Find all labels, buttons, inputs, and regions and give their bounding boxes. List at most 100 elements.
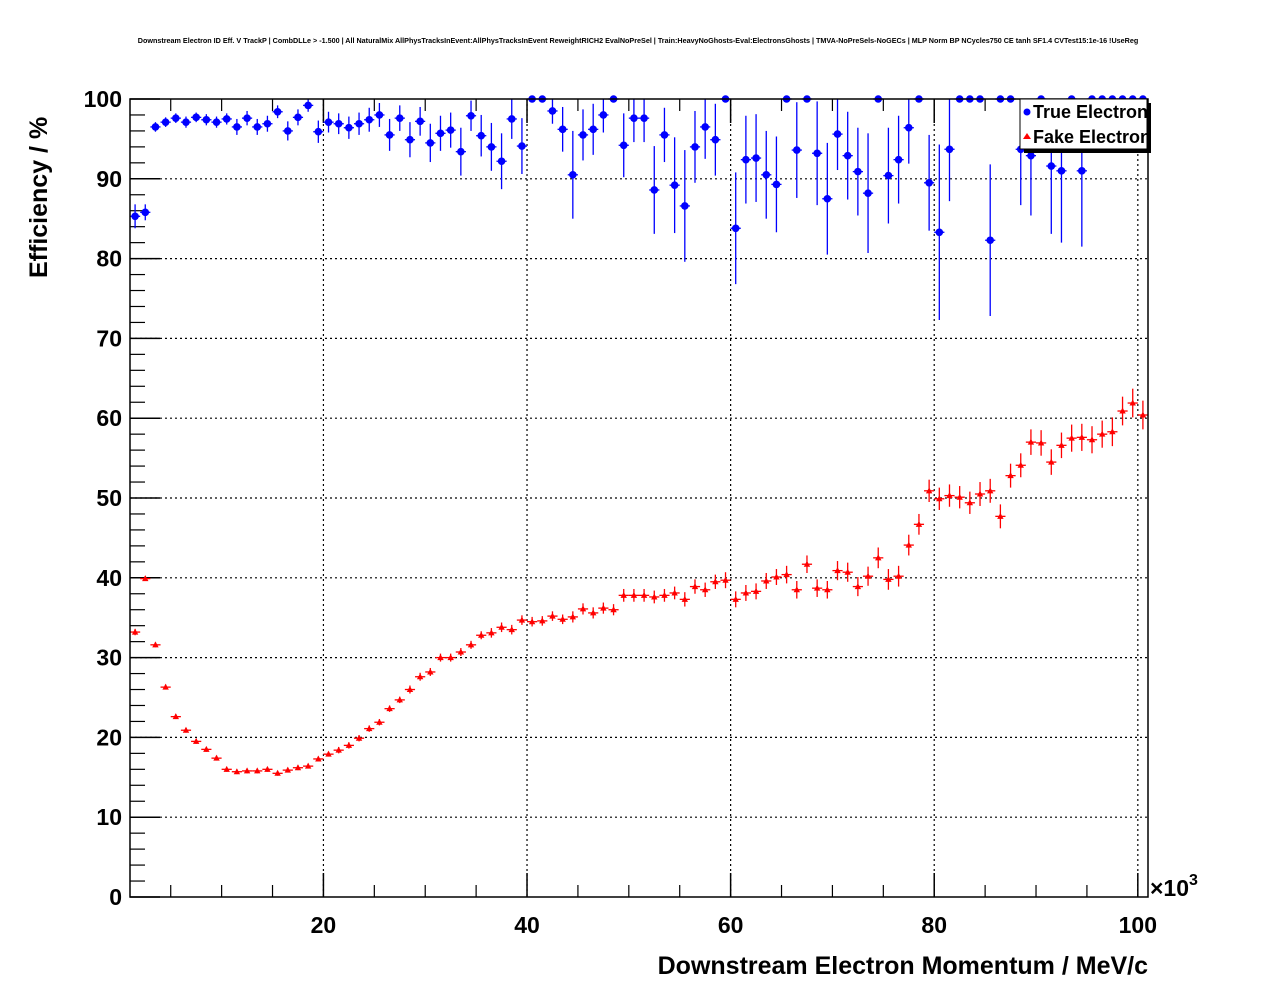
data-point (233, 768, 241, 775)
data-point (142, 575, 149, 582)
x-tick-label: 40 (514, 912, 540, 938)
data-point (1048, 458, 1055, 465)
data-point (161, 118, 170, 126)
data-point (742, 155, 750, 164)
data-point (508, 626, 515, 633)
x-tick-labels: 20 40 60 80 100 (311, 912, 1157, 938)
data-point (763, 577, 770, 584)
data-point (823, 194, 832, 203)
data-point (131, 212, 139, 221)
data-point (223, 765, 230, 772)
data-point (752, 154, 760, 162)
data-point (813, 149, 821, 158)
data-point (997, 512, 1004, 519)
data-point (650, 186, 659, 194)
data-point (355, 734, 363, 741)
legend-label-fake-electron: Fake Electron (1033, 127, 1151, 147)
y-tick-label: 30 (96, 645, 122, 671)
data-point (681, 595, 689, 602)
data-point (355, 119, 363, 128)
data-point (651, 593, 658, 600)
x-axis-title: Downstream Electron Momentum / MeV/c (658, 952, 1148, 980)
series-true-electron (130, 95, 1148, 321)
data-point (671, 589, 678, 596)
data-point (152, 641, 159, 648)
data-point (864, 189, 872, 197)
data-point (843, 151, 852, 160)
data-point (294, 113, 302, 122)
data-point (691, 583, 699, 590)
y-tick-label: 60 (96, 405, 122, 431)
y-axis-title: Efficiency / % (25, 117, 53, 278)
data-point (366, 725, 373, 732)
x-multiplier-base: ×10 (1150, 875, 1189, 901)
x-tick-label: 20 (311, 912, 337, 938)
data-point (834, 567, 841, 574)
data-point (1027, 438, 1035, 445)
data-point (284, 766, 291, 773)
data-point (854, 583, 862, 590)
data-point (325, 750, 332, 757)
data-point (620, 591, 627, 598)
data-point (192, 113, 200, 122)
data-point (386, 705, 393, 712)
data-point (864, 572, 872, 579)
data-point (264, 765, 271, 772)
data-point (1068, 434, 1075, 441)
data-point (732, 595, 739, 602)
data-point (548, 107, 557, 115)
data-point (315, 755, 322, 762)
data-point (172, 713, 180, 720)
data-point (670, 181, 679, 189)
data-point (599, 111, 608, 119)
data-point (273, 107, 282, 116)
data-point (895, 572, 902, 579)
data-point (619, 141, 628, 150)
data-point (925, 178, 933, 187)
series-fake-electron (130, 388, 1148, 776)
data-point (884, 171, 893, 180)
data-point (478, 631, 485, 638)
data-point (151, 123, 160, 131)
data-point (742, 589, 750, 596)
data-point (334, 119, 343, 128)
data-point (294, 764, 302, 771)
data-point (945, 145, 954, 154)
data-point (925, 487, 933, 494)
data-point (569, 613, 577, 620)
data-point (1037, 439, 1045, 446)
y-tick-label: 50 (96, 485, 122, 511)
data-point (569, 171, 577, 179)
data-point (274, 769, 281, 776)
data-point (579, 131, 587, 139)
data-point (283, 127, 292, 135)
data-point (793, 586, 800, 593)
data-point (956, 493, 963, 500)
data-point (447, 654, 454, 661)
data-point (498, 623, 505, 630)
data-point (518, 616, 526, 623)
y-tick-label: 80 (96, 246, 122, 272)
y-tick-label: 100 (84, 86, 122, 112)
data-point (528, 618, 536, 625)
data-point (1007, 472, 1014, 479)
data-point (213, 754, 220, 761)
data-point (701, 123, 709, 131)
data-point (304, 762, 312, 769)
data-point (549, 612, 556, 619)
plot-frame (129, 98, 1149, 898)
data-point (396, 696, 403, 703)
data-point (1109, 428, 1116, 435)
data-point (731, 224, 740, 233)
data-point (335, 746, 342, 753)
data-point (752, 587, 760, 594)
data-point (783, 571, 790, 578)
data-point (162, 683, 169, 690)
data-point (324, 118, 333, 126)
data-point (630, 114, 638, 122)
data-point (497, 157, 506, 166)
data-point (253, 123, 262, 131)
x-multiplier: ×103 (1150, 872, 1198, 901)
data-point (1098, 430, 1106, 437)
legend-label-true-electron: True Electron (1033, 102, 1148, 122)
